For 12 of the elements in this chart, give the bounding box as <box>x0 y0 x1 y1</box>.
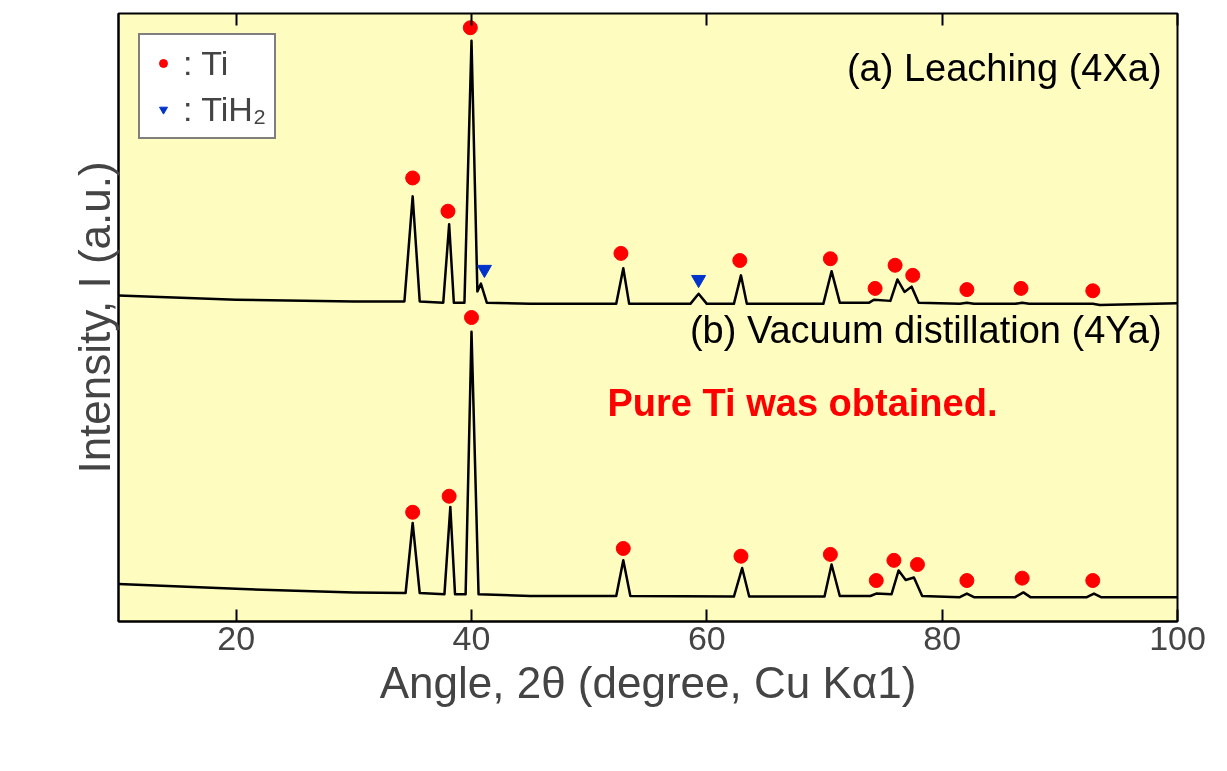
x-axis-title: Angle, 2θ (degree, Cu Kα1) <box>379 657 917 707</box>
x-tick-label: 100 <box>1149 618 1206 657</box>
x-tick-label: 20 <box>217 618 256 657</box>
x-tick-label: 80 <box>923 618 962 657</box>
legend-label: : Ti <box>183 43 229 83</box>
x-tick-label: 60 <box>687 618 726 657</box>
annotation: (b) Vacuum distillation (4Ya) <box>689 308 1162 351</box>
y-axis-title: Intensity, I (a.u.) <box>69 161 119 474</box>
annotation: Pure Ti was obtained. <box>607 381 998 424</box>
x-tick-label: 40 <box>452 618 491 657</box>
annotation: (a) Leaching (4Xa) <box>846 47 1162 90</box>
legend-label: : TiH₂ <box>183 89 267 129</box>
